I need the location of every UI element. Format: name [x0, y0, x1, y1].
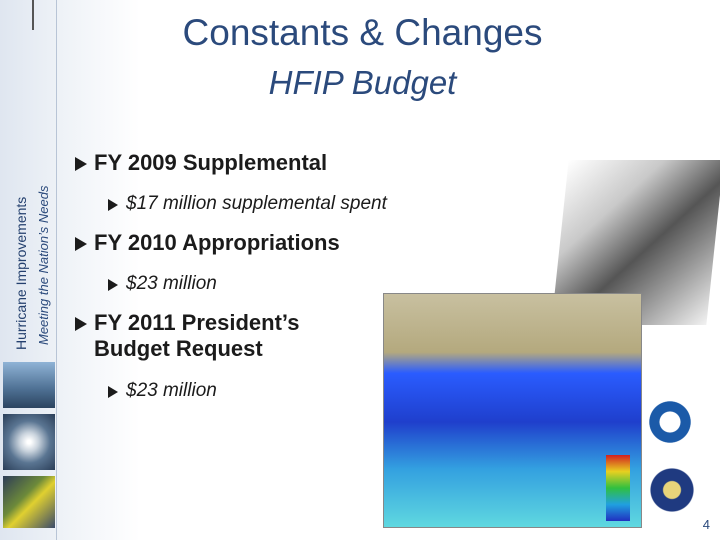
sub-bullet: $17 million supplemental spent [126, 193, 387, 214]
bullet: FY 2010 Appropriations [94, 230, 340, 255]
thumbnail-image [3, 362, 55, 408]
bullet: FY 2011 President’s Budget Request [94, 310, 300, 361]
slide-title: Constants & Changes [182, 12, 543, 53]
corner-line [32, 0, 34, 30]
sidebar-divider [56, 0, 57, 540]
sub-bullet: $23 million [126, 380, 217, 401]
bullet-arrow [75, 317, 87, 331]
map-image [383, 293, 642, 528]
page-number: 4 [702, 517, 710, 532]
slide-subtitle: HFIP Budget [268, 64, 457, 101]
map-legend-image [606, 455, 630, 521]
thumbnail-image [3, 414, 55, 470]
sub-bullet-arrow [108, 279, 118, 291]
sub-bullet-arrow [108, 386, 118, 398]
commerce-logo [648, 466, 696, 514]
bullet-arrow [75, 237, 87, 251]
thumbnail-image [3, 476, 55, 528]
bullet-arrow [75, 157, 87, 171]
bullet: FY 2009 Supplemental [94, 150, 328, 175]
sidebar-tagline: Meeting the Nation’s Needs [36, 185, 51, 345]
noaa-logo [646, 398, 694, 446]
sub-bullet: $23 million [126, 273, 217, 294]
sub-bullet-arrow [108, 199, 118, 211]
sidebar-title: Hurricane Improvements [13, 196, 29, 350]
